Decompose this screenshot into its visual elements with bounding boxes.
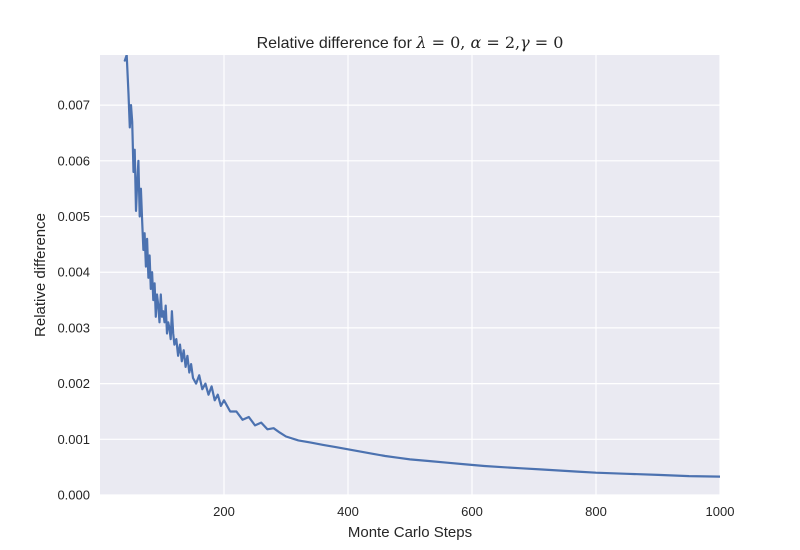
tick-labels: 200 400 600 800 1000 0.000 0.001 0.002 0.003 0.00… [57, 98, 734, 519]
x-axis-label: Monte Carlo Steps [348, 524, 472, 541]
chart-title: Relative difference for λ = 0, α = 2,γ =… [257, 33, 564, 52]
plot-background [100, 55, 720, 495]
y-tick-label: 0.003 [57, 320, 90, 335]
y-tick-label: 0.001 [57, 432, 90, 447]
x-tick-label: 800 [585, 504, 607, 519]
y-tick-label: 0.007 [57, 98, 90, 113]
grid-lines [100, 55, 721, 496]
x-tick-label: 200 [213, 504, 235, 519]
x-tick-label: 400 [337, 504, 359, 519]
y-tick-label: 0.005 [57, 209, 90, 224]
x-tick-label: 1000 [706, 504, 735, 519]
y-axis-label: Relative difference [32, 213, 49, 337]
y-tick-label: 0.002 [57, 376, 90, 391]
y-tick-label: 0.000 [57, 488, 90, 503]
series-line [123, 55, 720, 478]
y-tick-label: 0.006 [57, 153, 90, 168]
x-tick-label: 600 [461, 504, 483, 519]
y-tick-label: 0.004 [57, 265, 90, 280]
